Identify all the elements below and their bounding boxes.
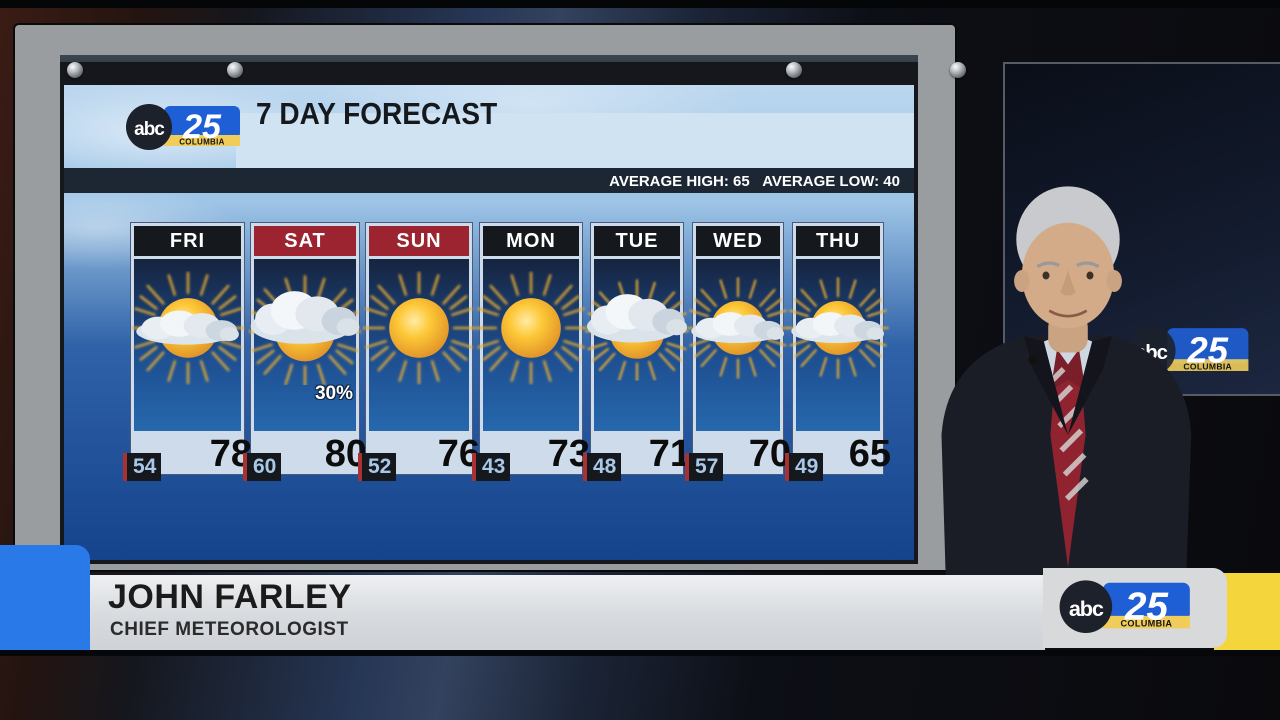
svg-text:abc: abc — [134, 119, 165, 140]
svg-text:COLUMBIA: COLUMBIA — [179, 138, 225, 147]
svg-text:abc: abc — [1069, 596, 1104, 621]
svg-text:COLUMBIA: COLUMBIA — [1120, 619, 1172, 629]
